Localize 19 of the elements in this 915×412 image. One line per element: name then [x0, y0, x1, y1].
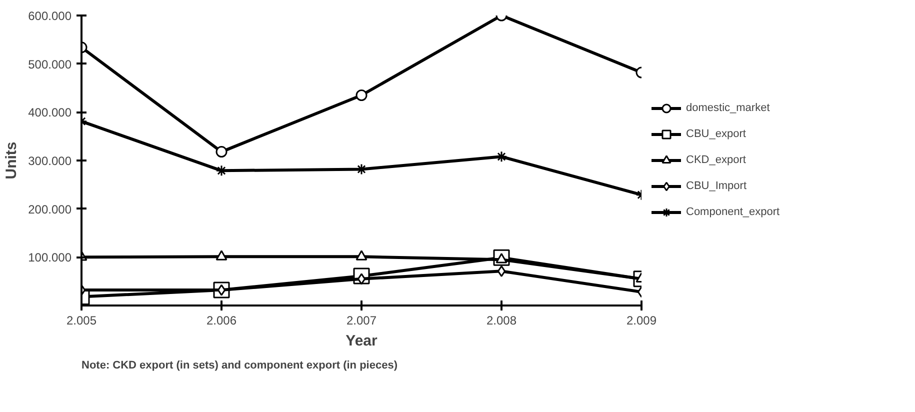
x-tick-label: 2.007	[346, 314, 377, 328]
x-axis-title: Year	[346, 332, 378, 350]
text: Note: CKD export (in sets) and component export (in pieces)	[82, 360, 398, 372]
y-tick-label: 100.000	[28, 250, 72, 265]
legend-label: CBU_export	[686, 128, 746, 140]
x-tick-label: 2.005	[66, 314, 97, 328]
legend-label: CBU_Import	[686, 180, 747, 192]
y-tick-label: 300.000	[28, 154, 72, 168]
x-tick-label: 2.009	[626, 314, 657, 328]
legend-label: Component_export	[686, 206, 780, 218]
y-tick-label: 400.000	[28, 106, 72, 120]
y-tick-label: 600.000	[28, 9, 72, 23]
legend-label: domestic_market	[686, 102, 770, 114]
y-tick-label: 500.000	[28, 57, 72, 72]
legend-label: CKD_export	[686, 154, 746, 166]
x-tick-label: 2.008	[486, 314, 517, 328]
y-axis-title: Units	[3, 142, 20, 180]
x-tick-label: 2.006	[206, 314, 237, 328]
y-tick-label: 200.000	[28, 202, 72, 216]
